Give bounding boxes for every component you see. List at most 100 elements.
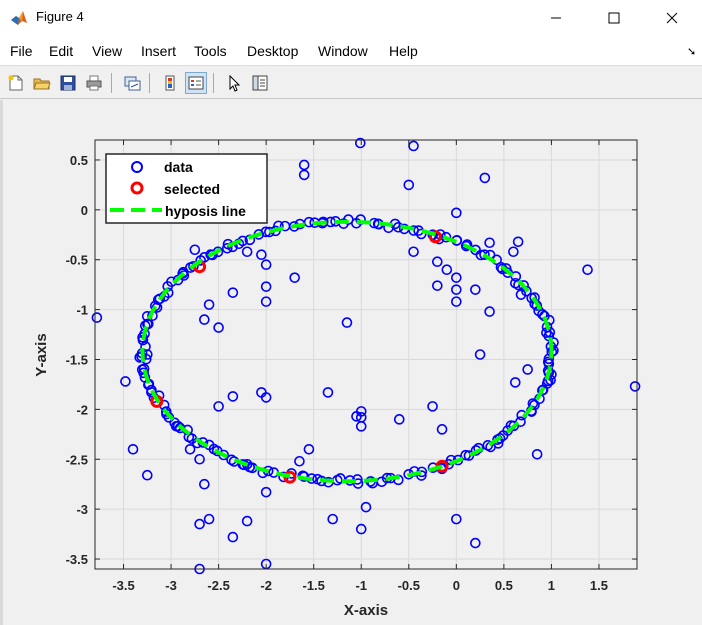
y-tick-label: -1.5 (66, 352, 88, 367)
open-file-button[interactable] (31, 72, 53, 94)
y-tick-label: -3.5 (66, 552, 88, 567)
insert-legend-button[interactable] (185, 72, 207, 94)
menu-insert[interactable]: Insert (141, 43, 177, 59)
data-point (298, 169, 310, 181)
data-point (227, 287, 239, 298)
minimize-button[interactable] (527, 0, 585, 36)
x-tick-label: -3 (165, 578, 177, 593)
data-point (303, 216, 315, 228)
data-point (479, 249, 490, 260)
data-point (260, 281, 272, 292)
data-point (91, 312, 103, 323)
toolbar-separator (213, 73, 214, 93)
data-point (195, 255, 206, 266)
y-tick-label: -2 (76, 402, 88, 417)
menu-bar: File Edit View Insert Tools Desktop Wind… (0, 36, 702, 66)
menu-window[interactable]: Window (318, 43, 368, 59)
menu-file[interactable]: File (10, 43, 33, 59)
data-point (194, 453, 205, 465)
edit-plot-button[interactable] (223, 72, 245, 94)
window-titlebar: Figure 4 (0, 0, 702, 36)
data-point (436, 424, 448, 435)
data-point (227, 531, 239, 543)
data-point (351, 411, 362, 422)
data-point (360, 501, 372, 513)
data-point (393, 414, 405, 425)
data-point (512, 236, 524, 248)
dock-arrow-icon[interactable]: ➘ (687, 46, 697, 58)
property-inspector-button[interactable] (249, 72, 271, 94)
data-point (432, 280, 443, 291)
data-point (327, 513, 339, 525)
close-button[interactable] (643, 0, 701, 36)
data-point (460, 240, 472, 252)
data-point (484, 306, 495, 317)
data-point (451, 284, 462, 295)
data-point (355, 523, 367, 535)
data-point (303, 443, 315, 455)
selected-points-layer (140, 219, 554, 484)
x-tick-label: -3.5 (112, 578, 134, 593)
new-figure-icon (8, 75, 23, 91)
print-button[interactable] (83, 72, 105, 94)
axis-ticks: -3.5 -3 -2.5 -2 -1.5 -1 -0.5 0 0.5 1 1.5 0.5 0 -0.5 -1… (66, 140, 637, 593)
data-point (522, 364, 533, 375)
data-point (629, 381, 641, 392)
insert-colorbar-button[interactable] (159, 72, 181, 94)
hypothesis-ellipse-line (140, 219, 554, 484)
data-point (184, 443, 196, 455)
edit-plot-icon (229, 74, 241, 92)
menu-edit[interactable]: Edit (49, 43, 74, 59)
data-point (120, 376, 131, 387)
x-tick-label: 0 (453, 578, 460, 593)
data-point (294, 455, 305, 467)
matlab-logo-icon (10, 9, 28, 27)
x-tick-label: -2.5 (207, 578, 229, 593)
data-point (260, 259, 272, 271)
data-point (508, 246, 519, 258)
save-icon (60, 75, 76, 91)
menu-help[interactable]: Help (389, 43, 418, 59)
insert-legend-icon (188, 76, 204, 90)
data-point (227, 391, 239, 402)
data-point (403, 179, 415, 191)
new-figure-button[interactable] (5, 72, 27, 94)
link-plot-button[interactable] (121, 72, 143, 94)
menu-desktop[interactable]: Desktop (247, 43, 299, 59)
data-point (408, 246, 419, 258)
y-tick-label: 0 (81, 203, 88, 218)
data-point (451, 296, 462, 307)
print-icon (86, 75, 102, 91)
data-point (199, 478, 210, 490)
data-point (172, 274, 184, 286)
data-point (451, 272, 462, 283)
data-point (335, 473, 346, 484)
data-point (189, 244, 201, 256)
x-tick-label: -1 (355, 578, 367, 593)
window-title: Figure 4 (36, 9, 84, 24)
data-point (218, 449, 229, 461)
data-point (474, 349, 486, 360)
property-inspector-icon (252, 75, 268, 91)
data-point (545, 374, 556, 386)
y-axis-title: Y-axis (33, 333, 50, 376)
maximize-button[interactable] (585, 0, 643, 36)
legend[interactable]: data selected hyposis line (105, 153, 268, 224)
data-point (354, 137, 366, 149)
data-point (352, 478, 364, 489)
data-point (432, 256, 443, 268)
data-point (260, 296, 272, 307)
data-point (543, 353, 555, 365)
save-button[interactable] (57, 72, 79, 94)
selected-point (428, 230, 442, 244)
menu-tools[interactable]: Tools (194, 43, 227, 59)
data-point (289, 272, 300, 283)
data-point (470, 284, 481, 295)
data-point (451, 207, 462, 219)
data-point (531, 448, 543, 460)
menu-view[interactable]: View (92, 43, 123, 59)
legend-selected-label: selected (164, 181, 220, 197)
data-point (203, 513, 215, 525)
data-point (427, 229, 439, 240)
y-tick-label: -0.5 (66, 253, 88, 268)
